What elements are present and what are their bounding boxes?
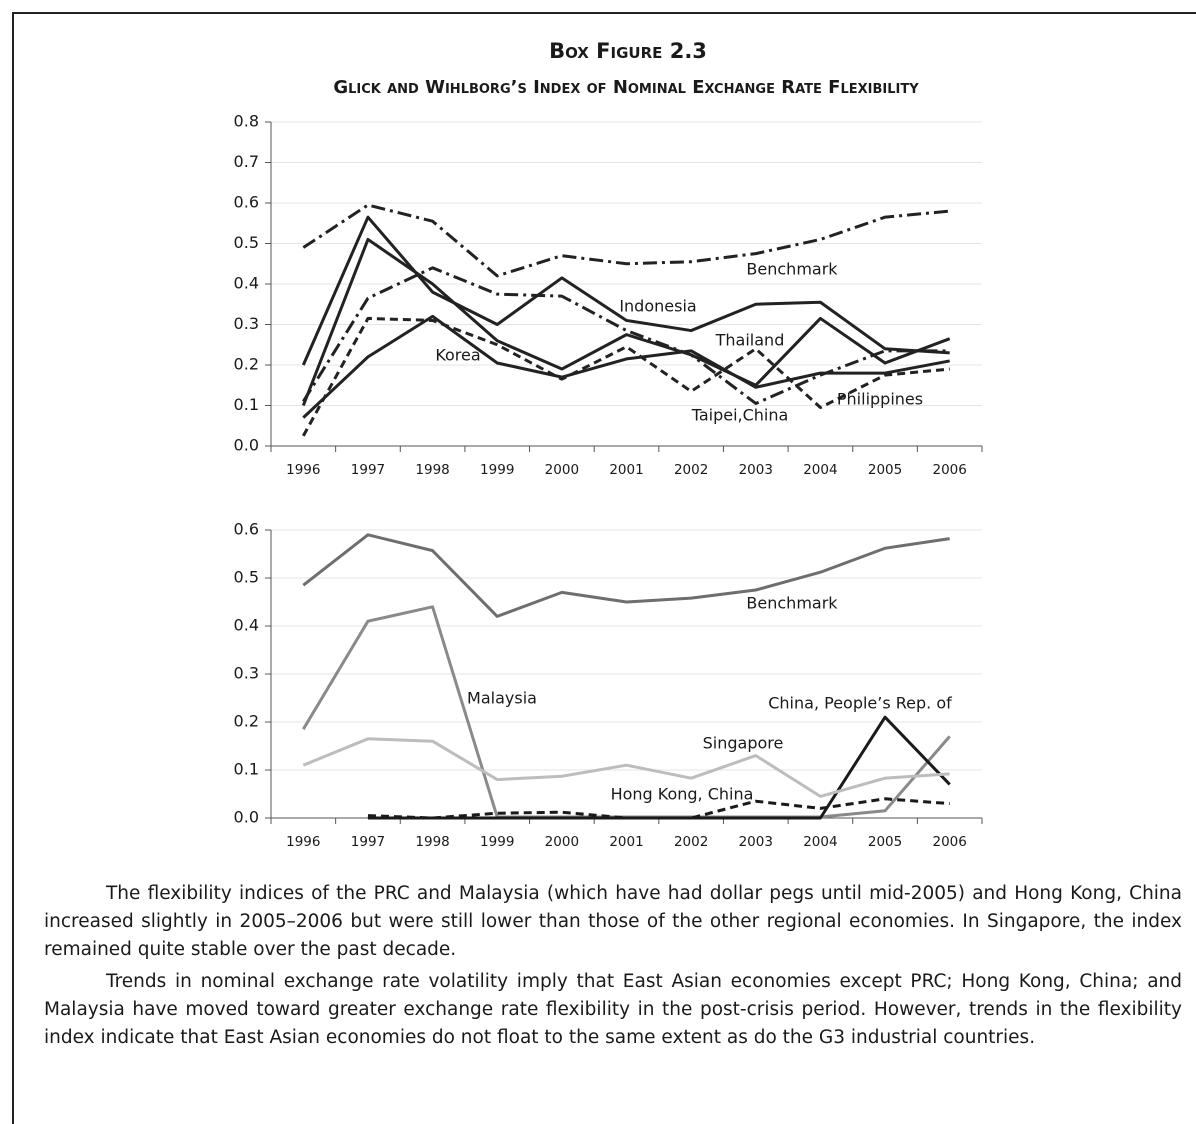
x-tick-label: 1996: [286, 834, 320, 850]
series-line: [302, 266, 950, 405]
y-tick-label: 0.4: [234, 274, 259, 293]
series-line: [367, 797, 950, 820]
x-tick-label: 1997: [351, 462, 385, 478]
series-label: China, People’s Rep. of: [768, 694, 952, 713]
series-label: Malaysia: [467, 689, 537, 708]
y-tick-label: 0.6: [234, 520, 259, 539]
series-line: [301, 215, 950, 366]
series-label: Taipei,China: [691, 406, 789, 425]
x-tick-label: 2000: [545, 462, 579, 478]
y-tick-label: 0.7: [234, 152, 259, 171]
x-tick-label: 2003: [739, 462, 773, 478]
x-tick-label: 2002: [674, 462, 708, 478]
x-tick-label: 2004: [803, 462, 837, 478]
x-tick-label: 2004: [803, 834, 837, 850]
series-line: [302, 737, 950, 798]
box-border: [12, 12, 1196, 1124]
series-label: Philippines: [837, 390, 923, 409]
series-label: Benchmark: [746, 594, 838, 613]
x-tick-label: 2001: [609, 834, 643, 850]
series-label: Indonesia: [619, 297, 696, 316]
y-tick-label: 0.8: [234, 112, 259, 131]
x-tick-label: 2000: [545, 834, 579, 850]
x-tick-label: 1999: [480, 834, 514, 850]
y-tick-label: 0.3: [234, 664, 259, 683]
series-label: Thailand: [715, 331, 785, 350]
series-label: Hong Kong, China: [611, 785, 754, 804]
series-line: [302, 314, 950, 419]
x-tick-label: 1998: [415, 834, 449, 850]
x-tick-label: 2002: [674, 834, 708, 850]
series-line: [301, 237, 951, 407]
y-tick-label: 0.4: [234, 616, 259, 635]
series-label: Korea: [435, 346, 480, 365]
x-tick-label: 1996: [286, 462, 320, 478]
series-label: Benchmark: [746, 260, 838, 279]
y-tick-label: 0.2: [234, 355, 259, 374]
x-tick-label: 1998: [415, 462, 449, 478]
series-line: [302, 203, 950, 278]
paragraph: Trends in nominal exchange rate volatili…: [44, 971, 1182, 1048]
y-tick-label: 0.0: [234, 808, 259, 827]
x-tick-label: 2001: [609, 462, 643, 478]
box-subtitle: Glick and Wihlborg’s Index of Nominal Ex…: [333, 77, 919, 98]
x-tick-label: 1997: [351, 834, 385, 850]
x-tick-label: 2006: [933, 834, 967, 850]
x-tick-label: 2006: [933, 462, 967, 478]
paragraph: The flexibility indices of the PRC and M…: [44, 883, 1182, 960]
y-tick-label: 0.2: [234, 712, 259, 731]
y-tick-label: 0.3: [234, 314, 259, 333]
y-tick-label: 0.0: [234, 436, 259, 455]
y-tick-label: 0.5: [234, 233, 259, 252]
series-label: Singapore: [703, 734, 784, 753]
x-tick-label: 2005: [868, 462, 902, 478]
series-line: [302, 316, 950, 437]
y-tick-label: 0.6: [234, 193, 259, 212]
y-tick-label: 0.1: [234, 760, 259, 779]
x-tick-label: 1999: [480, 462, 514, 478]
series-line: [302, 533, 950, 618]
x-tick-label: 2003: [739, 834, 773, 850]
y-tick-label: 0.1: [234, 395, 259, 414]
x-tick-label: 2005: [868, 834, 902, 850]
y-tick-label: 0.5: [234, 568, 259, 587]
box-title: Box Figure 2.3: [549, 39, 707, 63]
